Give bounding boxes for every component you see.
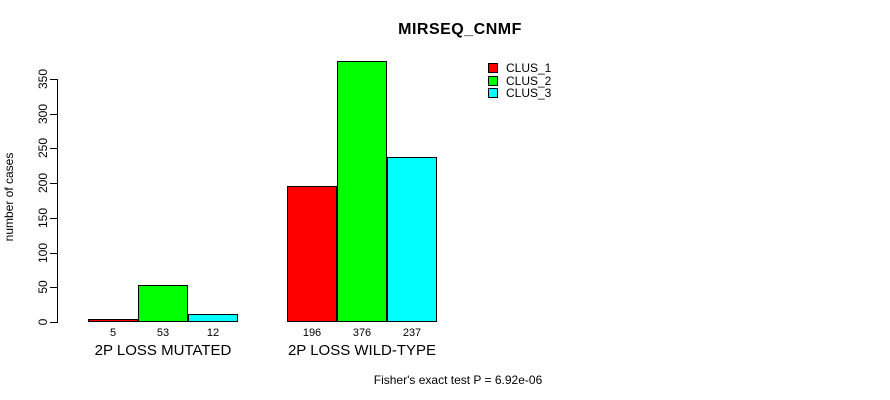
legend-swatch-clus_3 [488, 88, 498, 98]
bar-clus_1-group2 [287, 186, 337, 322]
y-tick-label: 300 [36, 103, 50, 125]
annotation-text: Fisher's exact test P = 6.92e-06 [373, 373, 543, 387]
y-tick [50, 218, 57, 219]
bar-value-label: 376 [352, 327, 372, 339]
y-tick-label: 350 [36, 68, 50, 90]
y-tick [50, 322, 57, 323]
bar-clus_2-group1 [138, 285, 188, 322]
bar-value-label: 196 [302, 327, 322, 339]
bar-value-label: 5 [109, 327, 117, 339]
bar-value-label: 237 [402, 327, 422, 339]
y-tick [50, 253, 57, 254]
y-tick [50, 79, 57, 80]
y-tick [50, 183, 57, 184]
y-tick-label: 200 [36, 172, 50, 194]
y-tick [50, 114, 57, 115]
legend-swatch-clus_2 [488, 76, 498, 86]
legend-label-clus_1: CLUS_1 [506, 61, 552, 75]
legend-swatch-clus_1 [488, 63, 498, 73]
bar-clus_3-group1 [188, 314, 238, 322]
bar-value-label: 12 [206, 327, 220, 339]
y-tick-label: 50 [36, 280, 50, 294]
y-tick-label: 150 [36, 207, 50, 229]
bar-clus_3-group2 [387, 157, 437, 322]
legend-label-clus_3: CLUS_3 [506, 86, 552, 100]
y-tick-label: 100 [36, 242, 50, 264]
category-label: 2P LOSS WILD-TYPE [287, 342, 437, 359]
category-label: 2P LOSS MUTATED [94, 342, 232, 359]
y-tick-label: 0 [36, 318, 50, 326]
bar-clus_1-group1 [88, 319, 138, 322]
y-tick [50, 287, 57, 288]
chart-title: MIRSEQ_CNMF [398, 21, 522, 38]
y-tick [50, 148, 57, 149]
bar-clus_2-group2 [337, 61, 387, 322]
y-axis-label: number of cases [2, 152, 16, 242]
legend-label-clus_2: CLUS_2 [506, 74, 552, 88]
y-axis-line [57, 79, 58, 323]
bar-value-label: 53 [156, 327, 170, 339]
y-tick-label: 250 [36, 137, 50, 159]
